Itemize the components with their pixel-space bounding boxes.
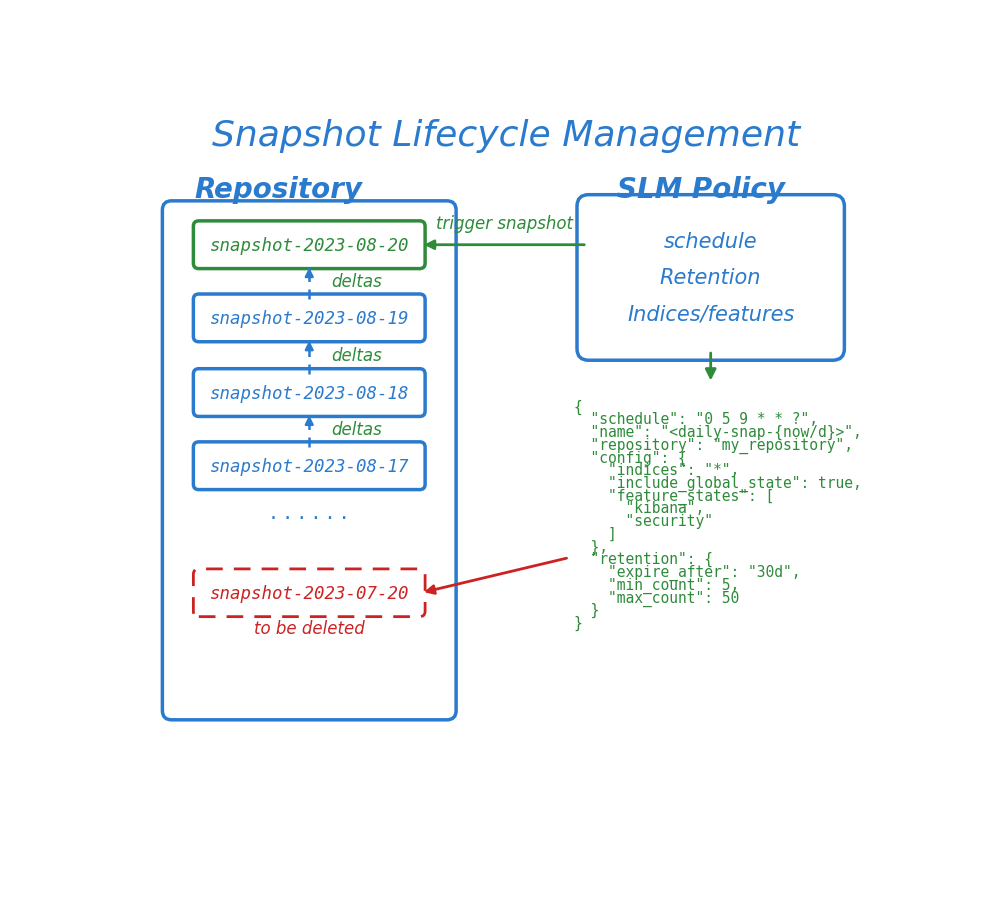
Text: ]: ] (573, 527, 617, 541)
Text: "security": "security" (573, 514, 713, 528)
Text: "retention": {: "retention": { (573, 551, 713, 567)
Text: "indices": "*",: "indices": "*", (573, 463, 740, 477)
Text: }: } (573, 615, 582, 630)
Text: "min_count": 5,: "min_count": 5, (573, 577, 740, 593)
Text: "include_global_state": true,: "include_global_state": true, (573, 476, 861, 492)
Text: to be deleted: to be deleted (254, 619, 365, 638)
Text: "kibana",: "kibana", (573, 501, 704, 516)
Text: "repository": "my_repository",: "repository": "my_repository", (573, 437, 854, 454)
Text: Repository: Repository (195, 175, 363, 203)
Text: trigger snapshot: trigger snapshot (435, 215, 573, 233)
Text: "expire_after": "30d",: "expire_after": "30d", (573, 564, 801, 580)
Text: snapshot-2023-07-20: snapshot-2023-07-20 (210, 584, 409, 602)
Text: deltas: deltas (331, 421, 382, 439)
FancyBboxPatch shape (194, 569, 425, 617)
FancyBboxPatch shape (162, 201, 456, 720)
Text: SLM Policy: SLM Policy (617, 175, 785, 203)
FancyBboxPatch shape (194, 294, 425, 343)
Text: schedule
Retention
Indices/features: schedule Retention Indices/features (627, 232, 794, 324)
FancyBboxPatch shape (194, 443, 425, 490)
Text: "config": {: "config": { (573, 450, 687, 466)
Text: . . . . . .: . . . . . . (270, 502, 348, 522)
Text: Snapshot Lifecycle Management: Snapshot Lifecycle Management (213, 118, 800, 152)
Text: {: { (573, 399, 582, 415)
Text: }: } (573, 602, 599, 618)
Text: "schedule": "0 5 9 * * ?",: "schedule": "0 5 9 * * ?", (573, 412, 818, 427)
Text: snapshot-2023-08-17: snapshot-2023-08-17 (210, 457, 409, 476)
FancyBboxPatch shape (194, 221, 425, 270)
Text: deltas: deltas (331, 347, 382, 364)
FancyBboxPatch shape (194, 369, 425, 417)
Text: "feature_states": [: "feature_states": [ (573, 488, 774, 505)
Text: snapshot-2023-08-19: snapshot-2023-08-19 (210, 310, 409, 328)
Text: deltas: deltas (331, 273, 382, 291)
FancyBboxPatch shape (577, 196, 845, 361)
Text: "name": "<daily-snap-{now/d}>",: "name": "<daily-snap-{now/d}>", (573, 425, 861, 440)
Text: snapshot-2023-08-20: snapshot-2023-08-20 (210, 237, 409, 254)
Text: },: }, (573, 539, 608, 554)
Text: snapshot-2023-08-18: snapshot-2023-08-18 (210, 384, 409, 402)
Text: "max_count": 50: "max_count": 50 (573, 589, 740, 606)
